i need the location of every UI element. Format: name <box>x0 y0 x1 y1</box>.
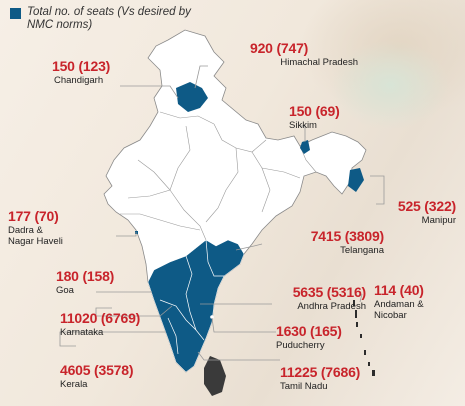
manipur-highlight <box>348 168 364 192</box>
value-tamilnadu: 11225 (7686) <box>280 364 361 380</box>
value-telangana: 7415 (3809) <box>310 228 385 244</box>
name-kerala: Kerala <box>60 379 88 390</box>
name-dadra-line1: Dadra & <box>8 225 43 236</box>
value-sikkim: 150 (69) <box>289 103 340 119</box>
value-manipur: 525 (322) <box>397 198 456 214</box>
name-puducherry: Puducherry <box>276 340 325 351</box>
background-blur-shape <box>330 40 450 130</box>
name-himachal: Himachal Pradesh <box>280 57 358 68</box>
label-telangana: 7415 (3809) Telangana <box>262 228 385 256</box>
value-andaman: 114 (40) <box>374 282 424 298</box>
name-chandigarh: Chandigarh <box>54 75 104 86</box>
value-puducherry: 1630 (165) <box>276 323 342 339</box>
andaman-islands <box>353 300 375 376</box>
value-andhra: 5635 (5316) <box>292 284 367 300</box>
label-manipur: 525 (322) Manipur <box>370 198 456 226</box>
value-himachal: 920 (747) <box>250 40 309 56</box>
label-kerala: 4605 (3578) Kerala <box>60 362 134 390</box>
name-sikkim: Sikkim <box>289 120 317 131</box>
name-dadra-line2: Nagar Haveli <box>8 236 63 247</box>
sri-lanka-shape <box>204 356 226 396</box>
name-andhra: Andhra Pradesh <box>297 301 366 312</box>
india-outline <box>103 29 367 373</box>
name-manipur: Manipur <box>421 215 456 226</box>
name-karnataka: Karnataka <box>60 327 104 338</box>
name-tamilnadu: Tamil Nadu <box>280 381 328 392</box>
puducherry-marker <box>210 315 214 319</box>
dadra-marker <box>135 231 138 234</box>
value-kerala: 4605 (3578) <box>60 362 134 378</box>
label-andhra: 5635 (5316) Andhra Pradesh <box>256 284 367 312</box>
leader-lines <box>59 65 385 361</box>
name-telangana: Telangana <box>340 245 384 256</box>
name-andaman-line1: Andaman & <box>374 299 424 310</box>
value-karnataka: 11020 (6769) <box>60 310 141 326</box>
label-dadra: 177 (70) Dadra & Nagar Haveli <box>8 208 63 247</box>
label-andaman: 114 (40) Andaman & Nicobar <box>374 282 424 321</box>
legend-swatch <box>10 8 21 19</box>
label-goa: 180 (158) Goa <box>56 268 114 296</box>
label-karnataka: 11020 (6769) Karnataka <box>60 310 140 338</box>
name-andaman-line2: Nicobar <box>374 310 407 321</box>
legend-text: Total no. of seats (Vs desired by NMC no… <box>27 6 191 31</box>
value-chandigarh: 150 (123) <box>52 58 111 74</box>
south-state-borders <box>159 239 224 355</box>
label-himachal: 920 (747) Himachal Pradesh <box>228 40 358 68</box>
label-tamilnadu: 11225 (7686) Tamil Nadu <box>280 364 360 392</box>
value-dadra: 177 (70) <box>8 208 59 224</box>
label-puducherry: 1630 (165) Puducherry <box>276 323 342 351</box>
label-sikkim: 150 (69) Sikkim <box>289 103 340 131</box>
name-goa: Goa <box>56 285 74 296</box>
value-goa: 180 (158) <box>56 268 115 284</box>
label-chandigarh: 150 (123) Chandigarh <box>52 58 110 86</box>
state-borders <box>120 111 317 241</box>
himachal-highlight <box>176 82 208 112</box>
sikkim-highlight <box>300 140 310 154</box>
